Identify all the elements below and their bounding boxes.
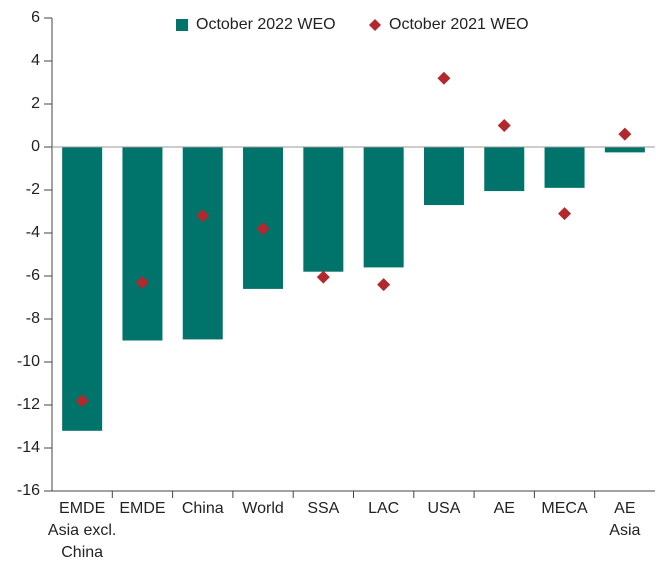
diamond-marker — [316, 270, 330, 284]
bar — [303, 147, 344, 272]
bar — [62, 147, 103, 431]
y-tick-label: 0 — [31, 138, 40, 155]
x-tick-label: SSA — [307, 500, 340, 517]
x-tick-label: EMDE Asia excl. China — [47, 500, 117, 561]
diamond-marker — [497, 119, 511, 132]
y-tick-label: -4 — [26, 224, 40, 241]
y-tick-label: -16 — [17, 482, 40, 499]
diamond-marker — [135, 275, 149, 289]
x-tick-label: AE Asia — [609, 500, 641, 539]
legend-label: October 2021 WEO — [389, 16, 529, 33]
bar — [544, 147, 585, 188]
x-tick-label: USA — [427, 500, 461, 517]
y-tick-label: -6 — [26, 267, 40, 284]
diamond-marker — [196, 209, 210, 223]
y-tick-label: -8 — [26, 310, 40, 327]
bar — [604, 147, 645, 153]
legend-label: October 2022 WEO — [196, 16, 336, 33]
bar — [122, 147, 163, 341]
x-tick-label: EMDE — [119, 500, 166, 517]
bar — [243, 147, 284, 289]
y-tick-label: 4 — [31, 52, 40, 69]
bar — [182, 147, 223, 340]
bar — [363, 147, 404, 268]
x-tick-label: LAC — [368, 500, 400, 517]
diamond-marker — [437, 71, 451, 85]
x-tick-label: World — [242, 500, 284, 517]
diamond-marker — [558, 207, 572, 221]
x-tick-label: China — [181, 500, 224, 517]
y-tick-label: -10 — [17, 353, 40, 370]
bar — [484, 147, 525, 192]
bar — [423, 147, 464, 206]
diamond-marker — [75, 394, 89, 408]
diamond-marker — [618, 127, 632, 141]
x-tick-label: AE — [493, 500, 515, 517]
y-tick-label: 2 — [31, 95, 40, 112]
diamond-marker — [377, 278, 391, 292]
diamond-marker — [256, 222, 270, 236]
y-tick-label: -12 — [17, 396, 40, 413]
x-tick-label: MECA — [541, 500, 588, 517]
y-tick-label: -14 — [17, 439, 40, 456]
legend-swatch — [369, 19, 381, 31]
y-tick-label: 6 — [31, 9, 40, 26]
legend-swatch — [176, 19, 188, 31]
y-tick-label: -2 — [26, 181, 40, 198]
